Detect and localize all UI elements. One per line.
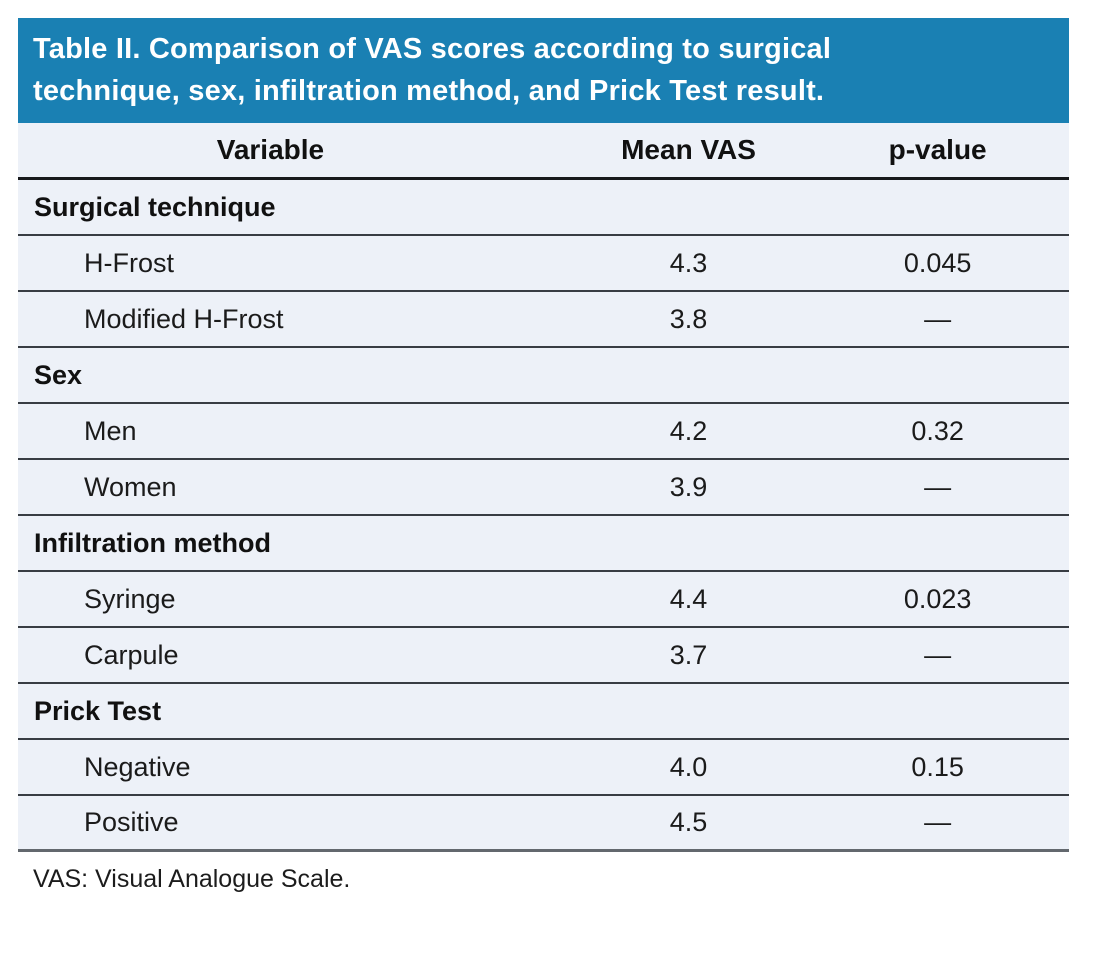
mean-vas-value: 3.8 (669, 303, 708, 334)
column-header-variable: Variable (216, 134, 325, 165)
p-value: — (924, 303, 952, 334)
p-value: — (924, 471, 952, 502)
section-row: Prick Test (18, 684, 1069, 740)
mean-vas-value: 4.0 (669, 751, 708, 782)
row-label: Men (84, 415, 137, 446)
table-row: Carpule 3.7 — (18, 628, 1069, 684)
mean-vas-value: 4.2 (669, 415, 708, 446)
p-value: 0.045 (903, 247, 972, 278)
table-row: Women 3.9 — (18, 460, 1069, 516)
table-row: Positive 4.5 — (18, 796, 1069, 852)
section-row: Surgical technique (18, 180, 1069, 236)
column-header-mean-vas: Mean VAS (621, 134, 756, 165)
section-row: Sex (18, 348, 1069, 404)
section-label: Infiltration method (34, 527, 271, 558)
section-label: Sex (34, 359, 83, 390)
table-figure: Table II. Comparison of VAS scores accor… (18, 18, 1069, 894)
row-label: Negative (84, 751, 191, 782)
section-label: Prick Test (34, 695, 162, 726)
table-header-row: Variable Mean VAS p-value (18, 123, 1069, 180)
table-title-line-1: Table II. Comparison of VAS scores accor… (33, 32, 832, 65)
table-title-banner: Table II. Comparison of VAS scores accor… (18, 18, 1069, 123)
mean-vas-value: 4.4 (669, 583, 708, 614)
p-value: 0.15 (911, 751, 964, 782)
row-label: Carpule (84, 639, 179, 670)
mean-vas-value: 3.7 (669, 639, 708, 670)
row-label: Modified H-Frost (84, 303, 284, 334)
column-header-p-value: p-value (888, 134, 987, 165)
mean-vas-value: 3.9 (669, 471, 708, 502)
p-value: — (924, 639, 952, 670)
table-row: Modified H-Frost 3.8 — (18, 292, 1069, 348)
table-footnote: VAS: Visual Analogue Scale. (33, 865, 351, 893)
row-label: Syringe (84, 583, 176, 614)
row-label: Women (84, 471, 177, 502)
mean-vas-value: 4.3 (669, 247, 708, 278)
table-title-line-2: technique, sex, infiltration method, and… (33, 74, 825, 107)
mean-vas-value: 4.5 (669, 807, 708, 837)
section-row: Infiltration method (18, 516, 1069, 572)
table-row: Negative 4.0 0.15 (18, 740, 1069, 796)
p-value: 0.32 (911, 415, 964, 446)
p-value: — (924, 807, 952, 837)
row-label: H-Frost (84, 247, 174, 278)
p-value: 0.023 (903, 583, 972, 614)
table-row: Men 4.2 0.32 (18, 404, 1069, 460)
section-label: Surgical technique (34, 191, 276, 222)
table-row: H-Frost 4.3 0.045 (18, 236, 1069, 292)
row-label: Positive (84, 807, 179, 837)
table-row: Syringe 4.4 0.023 (18, 572, 1069, 628)
